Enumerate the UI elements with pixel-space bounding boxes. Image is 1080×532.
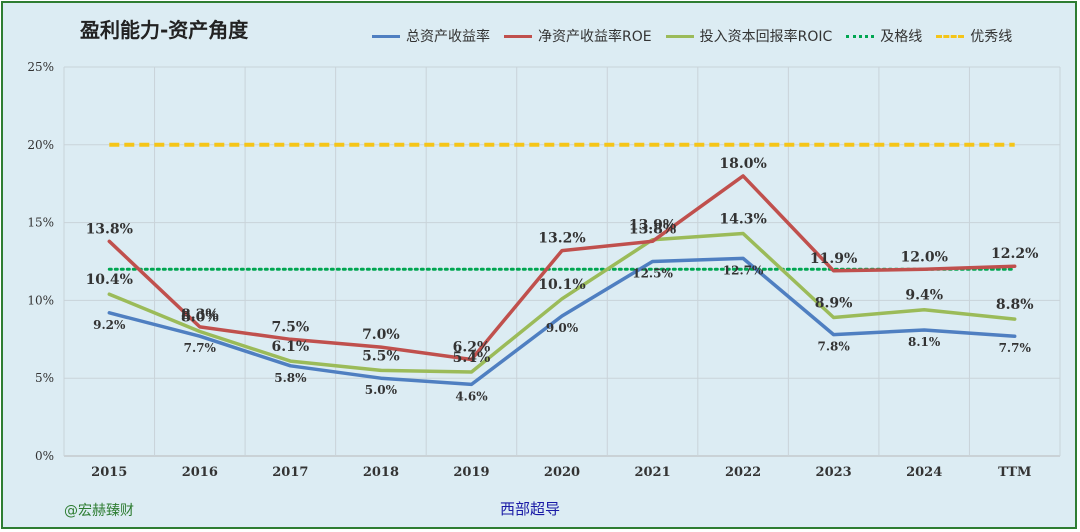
x-tick-label: 2020 — [544, 465, 580, 480]
y-tick-label: 20% — [27, 138, 54, 152]
data-label-1: 13.8% — [86, 221, 133, 237]
stock-name: 西部超导 — [500, 500, 561, 518]
data-label-2: 13.9% — [629, 218, 676, 234]
data-label-0: 7.8% — [817, 340, 850, 354]
data-label-0: 8.1% — [908, 335, 941, 349]
series-line-2 — [107, 231, 1017, 374]
watermark-handle: @宏赫臻财 — [64, 503, 134, 519]
data-label-0: 5.8% — [274, 371, 307, 385]
legend-label-roic: 投入资本回报率ROIC — [699, 29, 833, 45]
x-tick-label: 2021 — [634, 465, 670, 480]
data-label-0: 12.7% — [723, 263, 764, 277]
series-line-0 — [107, 256, 1017, 387]
data-label-1: 13.2% — [538, 231, 585, 247]
legend-item-roic: 投入资本回报率ROIC — [665, 26, 833, 46]
legend-item-roa: 总资产收益率 — [372, 26, 490, 46]
y-tick-label: 5% — [35, 371, 54, 385]
x-tick-label: TTM — [998, 465, 1031, 480]
y-tick-label: 25% — [27, 60, 54, 74]
data-label-0: 9.2% — [93, 318, 126, 332]
data-label-0: 7.7% — [999, 341, 1032, 355]
legend-label-excellent: 优秀线 — [970, 29, 1013, 45]
data-label-0: 7.7% — [184, 341, 217, 355]
data-label-1: 7.5% — [272, 319, 310, 335]
x-tick-label: 2015 — [91, 465, 127, 480]
x-tick-label: 2018 — [363, 465, 399, 480]
data-label-2: 8.8% — [996, 297, 1034, 313]
legend-label-pass: 及格线 — [880, 29, 923, 45]
x-tick-label: 2016 — [182, 465, 218, 480]
legend-item-roe: 净资产收益率ROE — [504, 26, 652, 46]
x-tick-label: 2023 — [816, 465, 852, 480]
data-label-0: 5.0% — [365, 383, 398, 397]
data-label-1: 11.9% — [810, 251, 857, 267]
x-tick-label: 2017 — [272, 465, 308, 480]
data-label-2: 5.4% — [453, 350, 491, 366]
data-label-0: 12.5% — [632, 267, 673, 281]
y-tick-label: 0% — [35, 449, 54, 463]
data-label-1: 12.2% — [991, 246, 1038, 262]
legend-swatch-excellent — [936, 34, 965, 38]
y-tick-label: 10% — [27, 293, 54, 307]
data-label-1: 12.0% — [900, 249, 947, 265]
data-label-0: 4.6% — [455, 389, 488, 403]
data-label-2: 10.1% — [538, 277, 585, 293]
data-label-1: 13.8% — [629, 221, 676, 237]
legend-item-excellent: 优秀线 — [936, 26, 1012, 46]
data-label-2: 6.1% — [272, 339, 310, 355]
data-label-2: 5.5% — [362, 348, 400, 364]
data-label-2: 8.0% — [181, 310, 219, 326]
legend-swatch-roe — [504, 34, 532, 38]
data-label-2: 10.4% — [86, 272, 133, 288]
data-label-1: 8.3% — [181, 307, 219, 323]
legend-swatch-roa — [372, 34, 400, 38]
chart-title: 盈利能力-资产角度 — [80, 18, 249, 42]
data-label-0: 9.0% — [546, 321, 579, 335]
x-tick-label: 2022 — [725, 465, 761, 480]
data-label-2: 9.4% — [905, 288, 943, 304]
y-tick-label: 15% — [27, 216, 54, 230]
legend-swatch-pass — [846, 34, 875, 38]
data-label-2: 14.3% — [719, 211, 766, 227]
legend-swatch-roic — [665, 34, 694, 38]
legend-label-roe: 净资产收益率ROE — [538, 29, 652, 45]
series-line-1 — [107, 174, 1017, 362]
data-label-1: 18.0% — [719, 156, 766, 172]
data-label-2: 8.9% — [815, 296, 853, 312]
x-tick-label: 2019 — [453, 465, 489, 480]
data-label-1: 7.0% — [362, 327, 400, 343]
legend: 总资产收益率 净资产收益率ROE 投入资本回报率ROIC 及格线 优秀线 — [372, 26, 1012, 46]
x-tick-label: 2024 — [906, 465, 942, 480]
data-label-1: 6.2% — [453, 340, 491, 356]
legend-item-pass: 及格线 — [846, 26, 922, 46]
legend-label-roa: 总资产收益率 — [406, 29, 490, 45]
